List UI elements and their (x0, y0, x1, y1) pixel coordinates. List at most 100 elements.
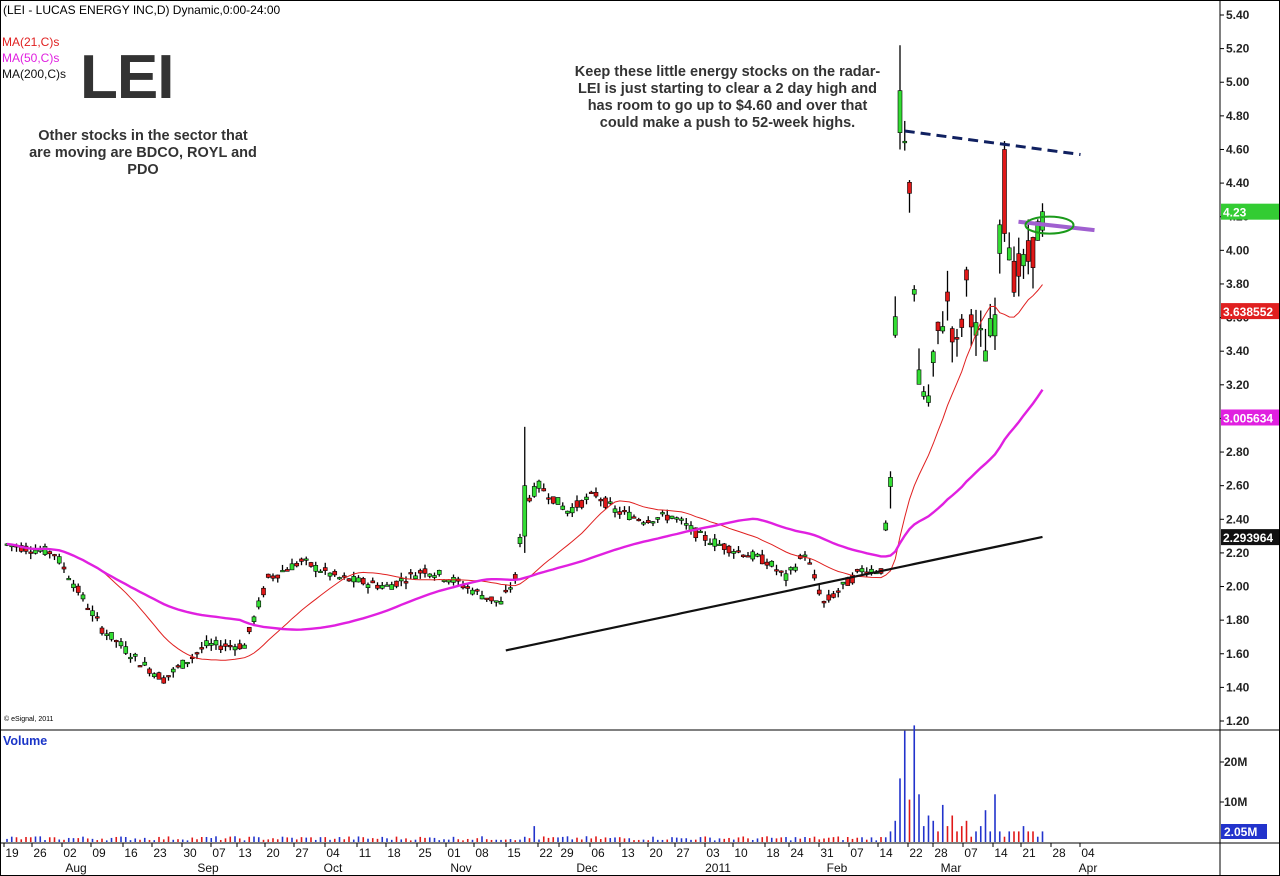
x-day-label: 11 (359, 846, 372, 860)
candle (702, 531, 708, 546)
candle-body (959, 318, 965, 328)
candle (816, 584, 822, 596)
candle-body (52, 554, 57, 557)
candle-body (251, 616, 257, 622)
candle (593, 487, 599, 499)
y-tick-label: 3.40 (1226, 344, 1250, 358)
candle-body (261, 587, 266, 596)
candle-body (132, 653, 138, 657)
candle (726, 544, 732, 557)
candle (375, 582, 380, 591)
candle-body (356, 577, 361, 583)
candle-body (351, 576, 357, 583)
candle-body (569, 507, 575, 514)
candle (598, 497, 604, 507)
candle-body (413, 575, 418, 580)
candle-body (807, 562, 813, 565)
candle (641, 520, 646, 526)
candle-body (294, 563, 300, 567)
candle-body (161, 677, 167, 684)
candle-body (949, 328, 955, 343)
candle (888, 471, 893, 509)
candle-body (679, 518, 684, 521)
candle-body (831, 593, 836, 598)
candle (360, 576, 366, 586)
x-day-label: 09 (92, 846, 106, 860)
x-day-label: 07 (964, 846, 978, 860)
candle (555, 497, 561, 505)
candle-body (992, 314, 998, 337)
candle-body (854, 569, 860, 572)
candle (736, 546, 741, 554)
candle-body (968, 314, 974, 328)
y-tick-label: 2.20 (1226, 546, 1250, 560)
candle (864, 567, 870, 578)
candle (204, 635, 209, 649)
candle-body (441, 579, 447, 582)
candle (1040, 203, 1045, 237)
candle-body (47, 551, 53, 555)
value-label-bg (1221, 303, 1279, 320)
candle (166, 675, 171, 681)
candle-body (299, 558, 304, 562)
candle (71, 579, 76, 592)
candle (379, 582, 385, 590)
candle-body (911, 289, 917, 295)
candle (256, 597, 262, 610)
x-day-label: 04 (1081, 846, 1095, 860)
candle (389, 581, 395, 590)
candle (603, 496, 608, 510)
candle-body (930, 351, 936, 363)
candle (664, 509, 670, 524)
x-day-label: 07 (850, 846, 864, 860)
candle (436, 569, 442, 577)
ma21-line (6, 284, 1043, 661)
candle-body (446, 579, 452, 583)
candle-body (731, 551, 737, 554)
candle (90, 605, 95, 622)
candle (484, 597, 490, 602)
volume-bars (6, 725, 1044, 842)
candle (907, 180, 912, 213)
candle (94, 612, 100, 622)
candle (669, 515, 675, 520)
candle-body (280, 570, 285, 573)
candle-body (726, 545, 732, 554)
sector-note-line: PDO (127, 162, 159, 178)
breakout-circle (1024, 215, 1075, 235)
candle-body (1030, 237, 1036, 268)
candle (774, 564, 779, 576)
x-day-label: 23 (153, 846, 167, 860)
candle-body (907, 182, 912, 194)
analysis-note-line: could make a push to 52-week highs. (599, 115, 856, 131)
candle-body (237, 643, 243, 650)
candle-body (322, 567, 328, 571)
sector-note-line: Other stocks in the sector that (38, 128, 248, 144)
candle-body (793, 566, 798, 571)
candle (199, 641, 205, 654)
candle-body (28, 551, 34, 554)
candle-body (189, 656, 195, 659)
x-day-label: 14 (994, 846, 1008, 860)
candle-body (588, 491, 594, 494)
candle (294, 561, 300, 568)
candle-body (835, 590, 841, 593)
candle (1002, 141, 1007, 242)
candle (175, 663, 181, 669)
candle-body (232, 646, 238, 651)
x-day-label: 15 (507, 846, 521, 860)
candle (826, 589, 832, 603)
analysis-note: Keep these little energy stocks on the r… (540, 64, 915, 132)
x-day-label: 03 (706, 846, 720, 860)
candle-body (883, 522, 889, 531)
candle (517, 533, 523, 548)
candle (565, 510, 570, 517)
candle (408, 569, 414, 580)
candle (945, 270, 950, 321)
candle-body (66, 578, 72, 581)
y-tick-label: 1.20 (1226, 714, 1250, 728)
x-month-label: Aug (65, 861, 86, 875)
candle-body (921, 391, 927, 397)
candle (926, 384, 931, 407)
